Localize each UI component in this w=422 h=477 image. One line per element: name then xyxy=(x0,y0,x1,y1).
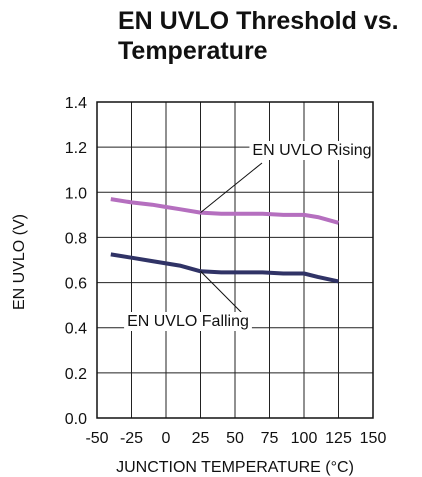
callout-falling-label: EN UVLO Falling xyxy=(127,313,249,330)
series-callouts: EN UVLO Rising EN UVLO Falling xyxy=(124,141,375,331)
x-tick-label: 0 xyxy=(162,430,171,447)
x-tick-label: 125 xyxy=(325,430,352,447)
y-tick-label: 0.6 xyxy=(65,276,87,293)
y-tick-label: 1.4 xyxy=(65,95,87,112)
x-tick-label: 100 xyxy=(291,430,318,447)
callout-falling-leader xyxy=(200,270,243,314)
x-tick-label: 50 xyxy=(226,430,244,447)
plot-frame xyxy=(96,101,374,419)
y-tick-label: 1.2 xyxy=(65,140,87,157)
y-tick-label: 0.4 xyxy=(65,321,87,338)
series-lines xyxy=(110,197,340,284)
chart-title-line-1: EN UVLO Threshold vs. xyxy=(118,7,399,35)
chart-title: EN UVLO Threshold vs. Temperature xyxy=(118,6,418,66)
x-tick-label: 25 xyxy=(192,430,210,447)
x-tick-label: 75 xyxy=(261,430,279,447)
series-line-rising xyxy=(110,197,340,225)
y-tick-label: 0.8 xyxy=(65,230,87,247)
callout-falling-label-bg xyxy=(124,312,252,331)
y-axis-label: EN UVLO (V) xyxy=(11,214,28,310)
y-tick-label: 1.0 xyxy=(65,185,87,202)
x-tick-label: 150 xyxy=(360,430,387,447)
x-axis-label: JUNCTION TEMPERATURE (°C) xyxy=(116,459,354,476)
chart-title-line-2: Temperature xyxy=(118,37,268,65)
series-line-falling xyxy=(110,252,339,284)
callout-rising-label-bg xyxy=(249,141,375,160)
x-tick-label: -25 xyxy=(120,430,143,447)
x-tick-label: -50 xyxy=(85,430,108,447)
callout-rising-leader xyxy=(200,162,263,213)
callout-rising-label: EN UVLO Rising xyxy=(252,142,371,159)
y-tick-label: 0.0 xyxy=(65,411,87,428)
y-tick-label: 0.2 xyxy=(65,366,87,383)
axes: -50 -25 0 25 50 75 100 125 150 0.0 0.2 0.4 0.6 0.8 1.0… xyxy=(65,95,387,447)
